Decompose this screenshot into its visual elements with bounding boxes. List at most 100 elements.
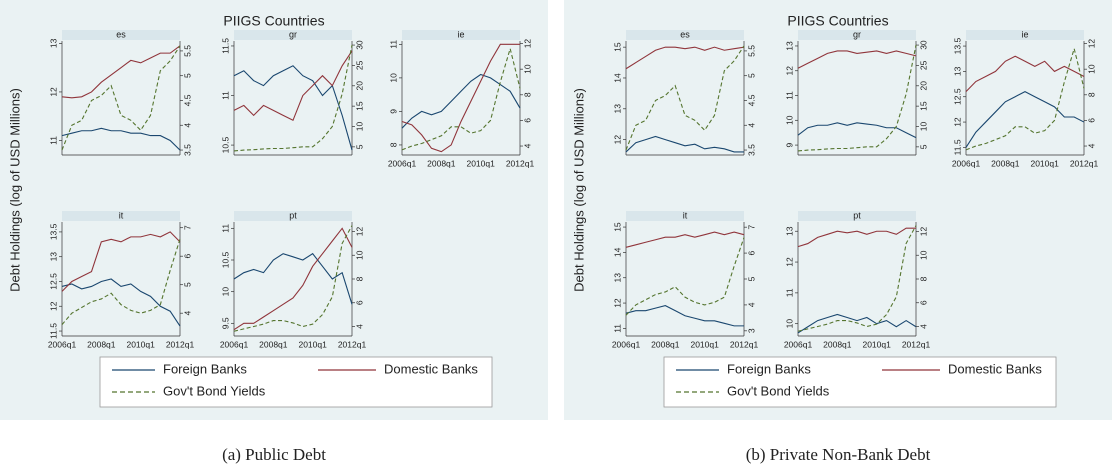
y2-tick-label: 12: [522, 39, 532, 49]
y2-tick-label: 10: [354, 250, 364, 260]
y2-tick-label: 10: [1086, 64, 1096, 74]
y-tick-label: 12.5: [48, 273, 58, 290]
y2-tick-label: 8: [918, 276, 928, 281]
y2-tick-label: 6: [918, 300, 928, 305]
y2-tick-label: 15: [918, 101, 928, 111]
y2-tick-label: 4: [182, 123, 192, 128]
series-line: [797, 313, 917, 334]
x-tick-label: 2006q1: [48, 339, 77, 349]
y-axis-label: Debt Holdings (log of USD Millions): [571, 88, 586, 292]
y2-tick-label: 12: [1086, 39, 1096, 49]
y-tick-label: 15: [612, 42, 622, 52]
series-line: [233, 44, 353, 152]
y-tick-label: 11: [220, 224, 230, 233]
y2-tick-label: 6: [746, 250, 756, 255]
series-line: [233, 50, 353, 122]
y2-tick-label: 5.5: [182, 45, 192, 57]
x-tick-label: 2010q1: [298, 339, 327, 349]
strip: [402, 30, 520, 40]
y-tick-label: 10.5: [220, 251, 230, 268]
y-tick-label: 10: [784, 319, 794, 329]
caption: (a) Public Debt: [222, 445, 326, 464]
y-tick-label: 11: [784, 288, 794, 297]
y-tick-label: 12: [48, 87, 58, 97]
y2-tick-label: 5: [182, 73, 192, 78]
series-line: [233, 225, 353, 332]
series-line: [797, 225, 917, 332]
series-line: [965, 91, 1085, 148]
y2-tick-label: 25: [354, 60, 364, 70]
subplot-title: it: [683, 210, 688, 220]
y2-tick-label: 4: [918, 324, 928, 329]
series-line: [61, 238, 181, 325]
y2-tick-label: 12: [354, 227, 364, 237]
y-tick-label: 12: [612, 298, 622, 308]
y2-tick-label: 7: [182, 225, 192, 230]
y2-tick-label: 4: [1086, 143, 1096, 148]
strip: [62, 30, 180, 40]
y-tick-label: 12: [48, 301, 58, 311]
series-line: [797, 227, 916, 248]
strip: [626, 30, 744, 40]
subplot-title: ie: [457, 29, 464, 39]
y2-tick-label: 8: [522, 92, 532, 97]
series-line: [625, 45, 745, 151]
y2-tick-label: 4: [522, 143, 532, 148]
y-tick-label: 11.5: [952, 139, 962, 155]
caption: (b) Private Non-Bank Debt: [746, 445, 931, 464]
y-tick-label: 11: [612, 324, 622, 333]
x-tick-label: 2008q1: [87, 339, 116, 349]
y2-tick-label: 5.5: [746, 45, 756, 57]
subplot-title: gr: [853, 29, 861, 39]
y-tick-label: 14: [612, 73, 622, 83]
x-tick-label: 2006q1: [784, 339, 813, 349]
series-line: [625, 135, 744, 153]
subplot-title: it: [119, 210, 124, 220]
y2-tick-label: 8: [354, 276, 364, 281]
x-tick-label: 2008q1: [991, 158, 1020, 168]
y-tick-label: 13: [48, 252, 58, 262]
y2-tick-label: 4: [182, 311, 192, 316]
y-tick-label: 15: [612, 222, 622, 232]
x-tick-label: 2006q1: [388, 158, 417, 168]
series-line: [625, 237, 745, 316]
subplot-title: es: [116, 29, 126, 39]
y2-tick-label: 6: [354, 300, 364, 305]
y2-tick-label: 10: [918, 122, 928, 132]
strip: [62, 211, 180, 221]
x-tick-label: 2010q1: [126, 339, 155, 349]
y-tick-label: 13: [784, 41, 794, 51]
y2-tick-label: 10: [354, 122, 364, 132]
subplot-title: pt: [853, 210, 861, 220]
strip: [966, 30, 1084, 40]
series-line: [233, 252, 353, 305]
series-line: [797, 44, 917, 152]
y2-tick-label: 10: [918, 250, 928, 260]
y2-tick-label: 8: [1086, 92, 1096, 97]
x-tick-label: 2012q1: [338, 339, 367, 349]
y2-tick-label: 3.5: [182, 144, 192, 156]
x-tick-label: 2008q1: [259, 339, 288, 349]
y2-tick-label: 5: [354, 144, 364, 149]
x-tick-label: 2012q1: [730, 339, 759, 349]
y-tick-label: 9.5: [220, 317, 230, 329]
strip: [798, 30, 916, 40]
panel-background: [0, 0, 548, 420]
series-line: [61, 127, 181, 151]
y2-tick-label: 5: [182, 282, 192, 287]
legend-label: Domestic Banks: [384, 361, 478, 376]
y-tick-label: 13: [48, 38, 58, 48]
series-line: [965, 55, 1085, 93]
series-line: [61, 45, 181, 99]
subplot-title: ie: [1021, 29, 1028, 39]
y-tick-label: 9: [784, 142, 794, 147]
series-line: [401, 73, 521, 129]
subplot-title: es: [680, 29, 690, 39]
y-tick-label: 13: [612, 273, 622, 283]
x-tick-label: 2008q1: [427, 158, 456, 168]
y-tick-label: 12: [612, 135, 622, 145]
y2-tick-label: 12: [918, 227, 928, 237]
series-line: [797, 122, 917, 139]
y-tick-label: 10: [784, 115, 794, 125]
legend-label: Foreign Banks: [163, 361, 247, 376]
